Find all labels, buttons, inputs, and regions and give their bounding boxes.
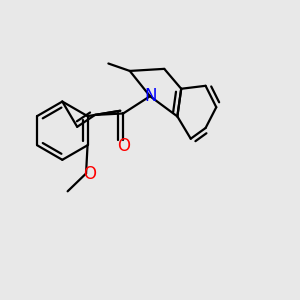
Text: O: O [83,165,96,183]
Text: N: N [144,87,157,105]
Text: O: O [117,137,130,155]
